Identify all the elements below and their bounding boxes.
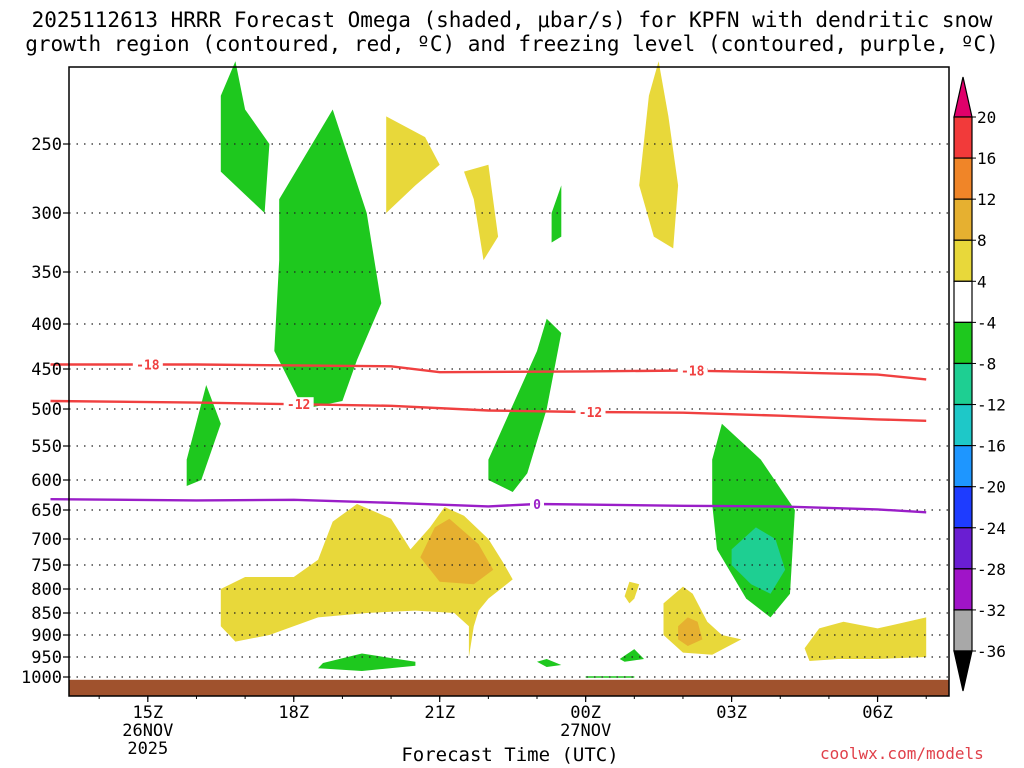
y-tick-label-600: 600 [31,471,62,491]
colorbar-band-3 [953,239,973,282]
colorbar-band-7 [953,403,973,447]
colorbar-top-arrow [953,76,973,118]
omega-region-0-8 [619,649,644,662]
y-tick-label-500: 500 [31,400,62,420]
x-tick-year-0: 2025 [127,739,168,759]
colorbar-bottom-arrow [953,650,973,692]
x-tick-label-3: 00Z [570,703,601,723]
dgz-minus18-label-1: -18 [681,365,705,380]
omega-region-0-1 [274,109,382,409]
colorbar-label-12: -32 [977,601,1006,620]
colorbar-label-10: -24 [977,519,1006,538]
omega-region-0-7 [537,659,562,667]
colorbar-band-8 [953,445,973,488]
colorbar-label-7: -12 [977,396,1006,415]
colorbar-band-4 [953,280,973,323]
dgz-minus12-label-1: -12 [579,406,602,421]
omega-region-2-1 [464,164,499,261]
dgz-minus18-label-0: -18 [136,359,160,374]
colorbar-band-6 [953,362,973,406]
y-tick-label-750: 750 [31,556,62,576]
freezing-level-label-bg-0 [530,497,545,511]
y-tick-label-1000: 1000 [21,668,62,688]
y-tick-label-950: 950 [31,648,62,668]
colorbar-band-5 [953,321,973,365]
dgz-minus12-label-bg-1 [575,404,606,419]
colorbar-label-3: 8 [977,231,987,250]
colorbar-band-2 [953,198,973,241]
colorbar-label-8: -16 [977,437,1006,456]
y-tick-label-250: 250 [31,135,62,155]
colorbar-label-5: -4 [977,313,996,332]
x-tick-label-1: 18Z [278,703,309,723]
y-tick-label-650: 650 [31,501,62,521]
x-tick-label-2: 21Z [424,703,455,723]
omega-region-0-2 [186,385,221,486]
y-tick-label-700: 700 [31,530,62,550]
x-tick-label-5: 06Z [862,703,893,723]
omega-region-2-4 [624,581,640,604]
site-credit: coolwx.com/models [820,744,984,763]
x-axis-label: Forecast Time (UTC) [401,744,619,766]
contour-lines: -18 -18 -12 -12 0 [50,357,927,514]
omega-region-3-0 [420,518,494,585]
colorbar-band-10 [953,527,973,570]
omega-region-0-6 [318,653,416,671]
colorbar-label-11: -28 [977,560,1006,579]
terrain-fill [69,679,949,696]
freezing-level-label-0: 0 [533,498,541,513]
x-tick-date-0: 26NOV [122,721,173,741]
y-tick-label-400: 400 [31,315,62,335]
colorbar-band-1 [953,157,973,200]
omega-region-0-3 [551,185,562,243]
plot-background [69,67,949,696]
chart-title-line-2: growth region (contoured, red, ºC) and f… [25,32,999,56]
chart-title-line-1: 2025112613 HRRR Forecast Omega (shaded, … [31,8,993,32]
y-axis: 2503003504004505005506006507007508008509… [21,135,69,688]
omega-regions [186,61,927,678]
dgz-minus12-line [50,399,927,422]
dgz-minus12-label-0: -12 [287,398,310,413]
y-tick-label-850: 850 [31,604,62,624]
omega-region-2-0 [386,116,440,213]
y-tick-label-550: 550 [31,437,62,457]
omega-region-0-0 [220,61,270,214]
plot-frame [68,66,950,697]
y-tick-label-900: 900 [31,626,62,646]
colorbar-label-0: 20 [977,108,996,127]
colorbar-band-11 [953,568,973,611]
colorbar-label-4: 4 [977,272,987,291]
y-tick-label-300: 300 [31,204,62,224]
dgz-minus12-label-bg-0 [283,397,314,412]
colorbar-band-9 [953,486,973,529]
omega-region-1-0 [731,527,786,594]
x-tick-label-0: 15Z [132,703,163,723]
colorbar-label-13: -36 [977,642,1006,661]
x-tick-date-3: 27NOV [560,721,611,741]
colorbar-label-1: 16 [977,149,996,168]
omega-region-2-6 [804,617,927,661]
y-tick-label-350: 350 [31,263,62,283]
colorbar-band-0 [953,116,973,159]
dgz-minus18-label-bg-1 [677,363,708,378]
y-tick-label-450: 450 [31,360,62,380]
dgz-minus18-label-bg-0 [132,357,163,372]
omega-region-2-2 [639,61,679,249]
terrain-layer [69,679,949,696]
colorbar-band-12 [953,609,973,652]
dgz-minus18-line [50,363,927,381]
colorbar: 20 16 12 8 4 -4 -8 -12 -16 -20 -24 -28 -32 -36 [953,76,1006,692]
colorbar-label-2: 12 [977,190,996,209]
x-tick-label-4: 03Z [716,703,747,723]
y-tick-label-800: 800 [31,580,62,600]
colorbar-label-9: -20 [977,478,1006,497]
omega-region-3-1 [678,617,703,646]
colorbar-label-6: -8 [977,354,996,373]
omega-region-0-4 [488,318,562,492]
